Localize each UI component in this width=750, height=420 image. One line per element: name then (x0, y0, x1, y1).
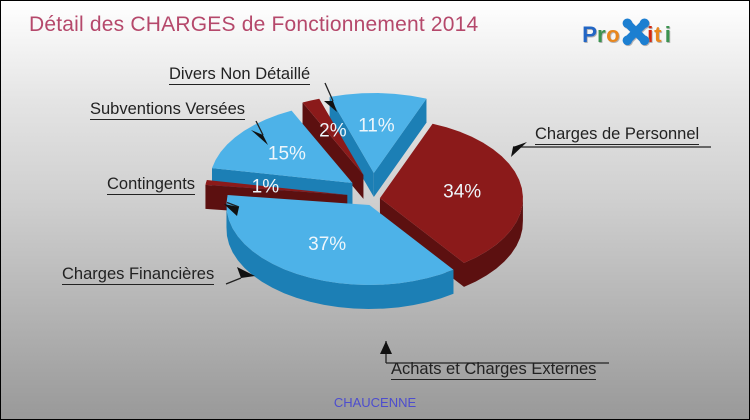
svg-text:34%: 34% (443, 181, 481, 202)
svg-text:1%: 1% (252, 177, 280, 198)
svg-text:37%: 37% (308, 234, 346, 255)
svg-text:11%: 11% (358, 116, 395, 137)
svg-text:15%: 15% (268, 144, 306, 165)
svg-text:2%: 2% (319, 121, 347, 142)
